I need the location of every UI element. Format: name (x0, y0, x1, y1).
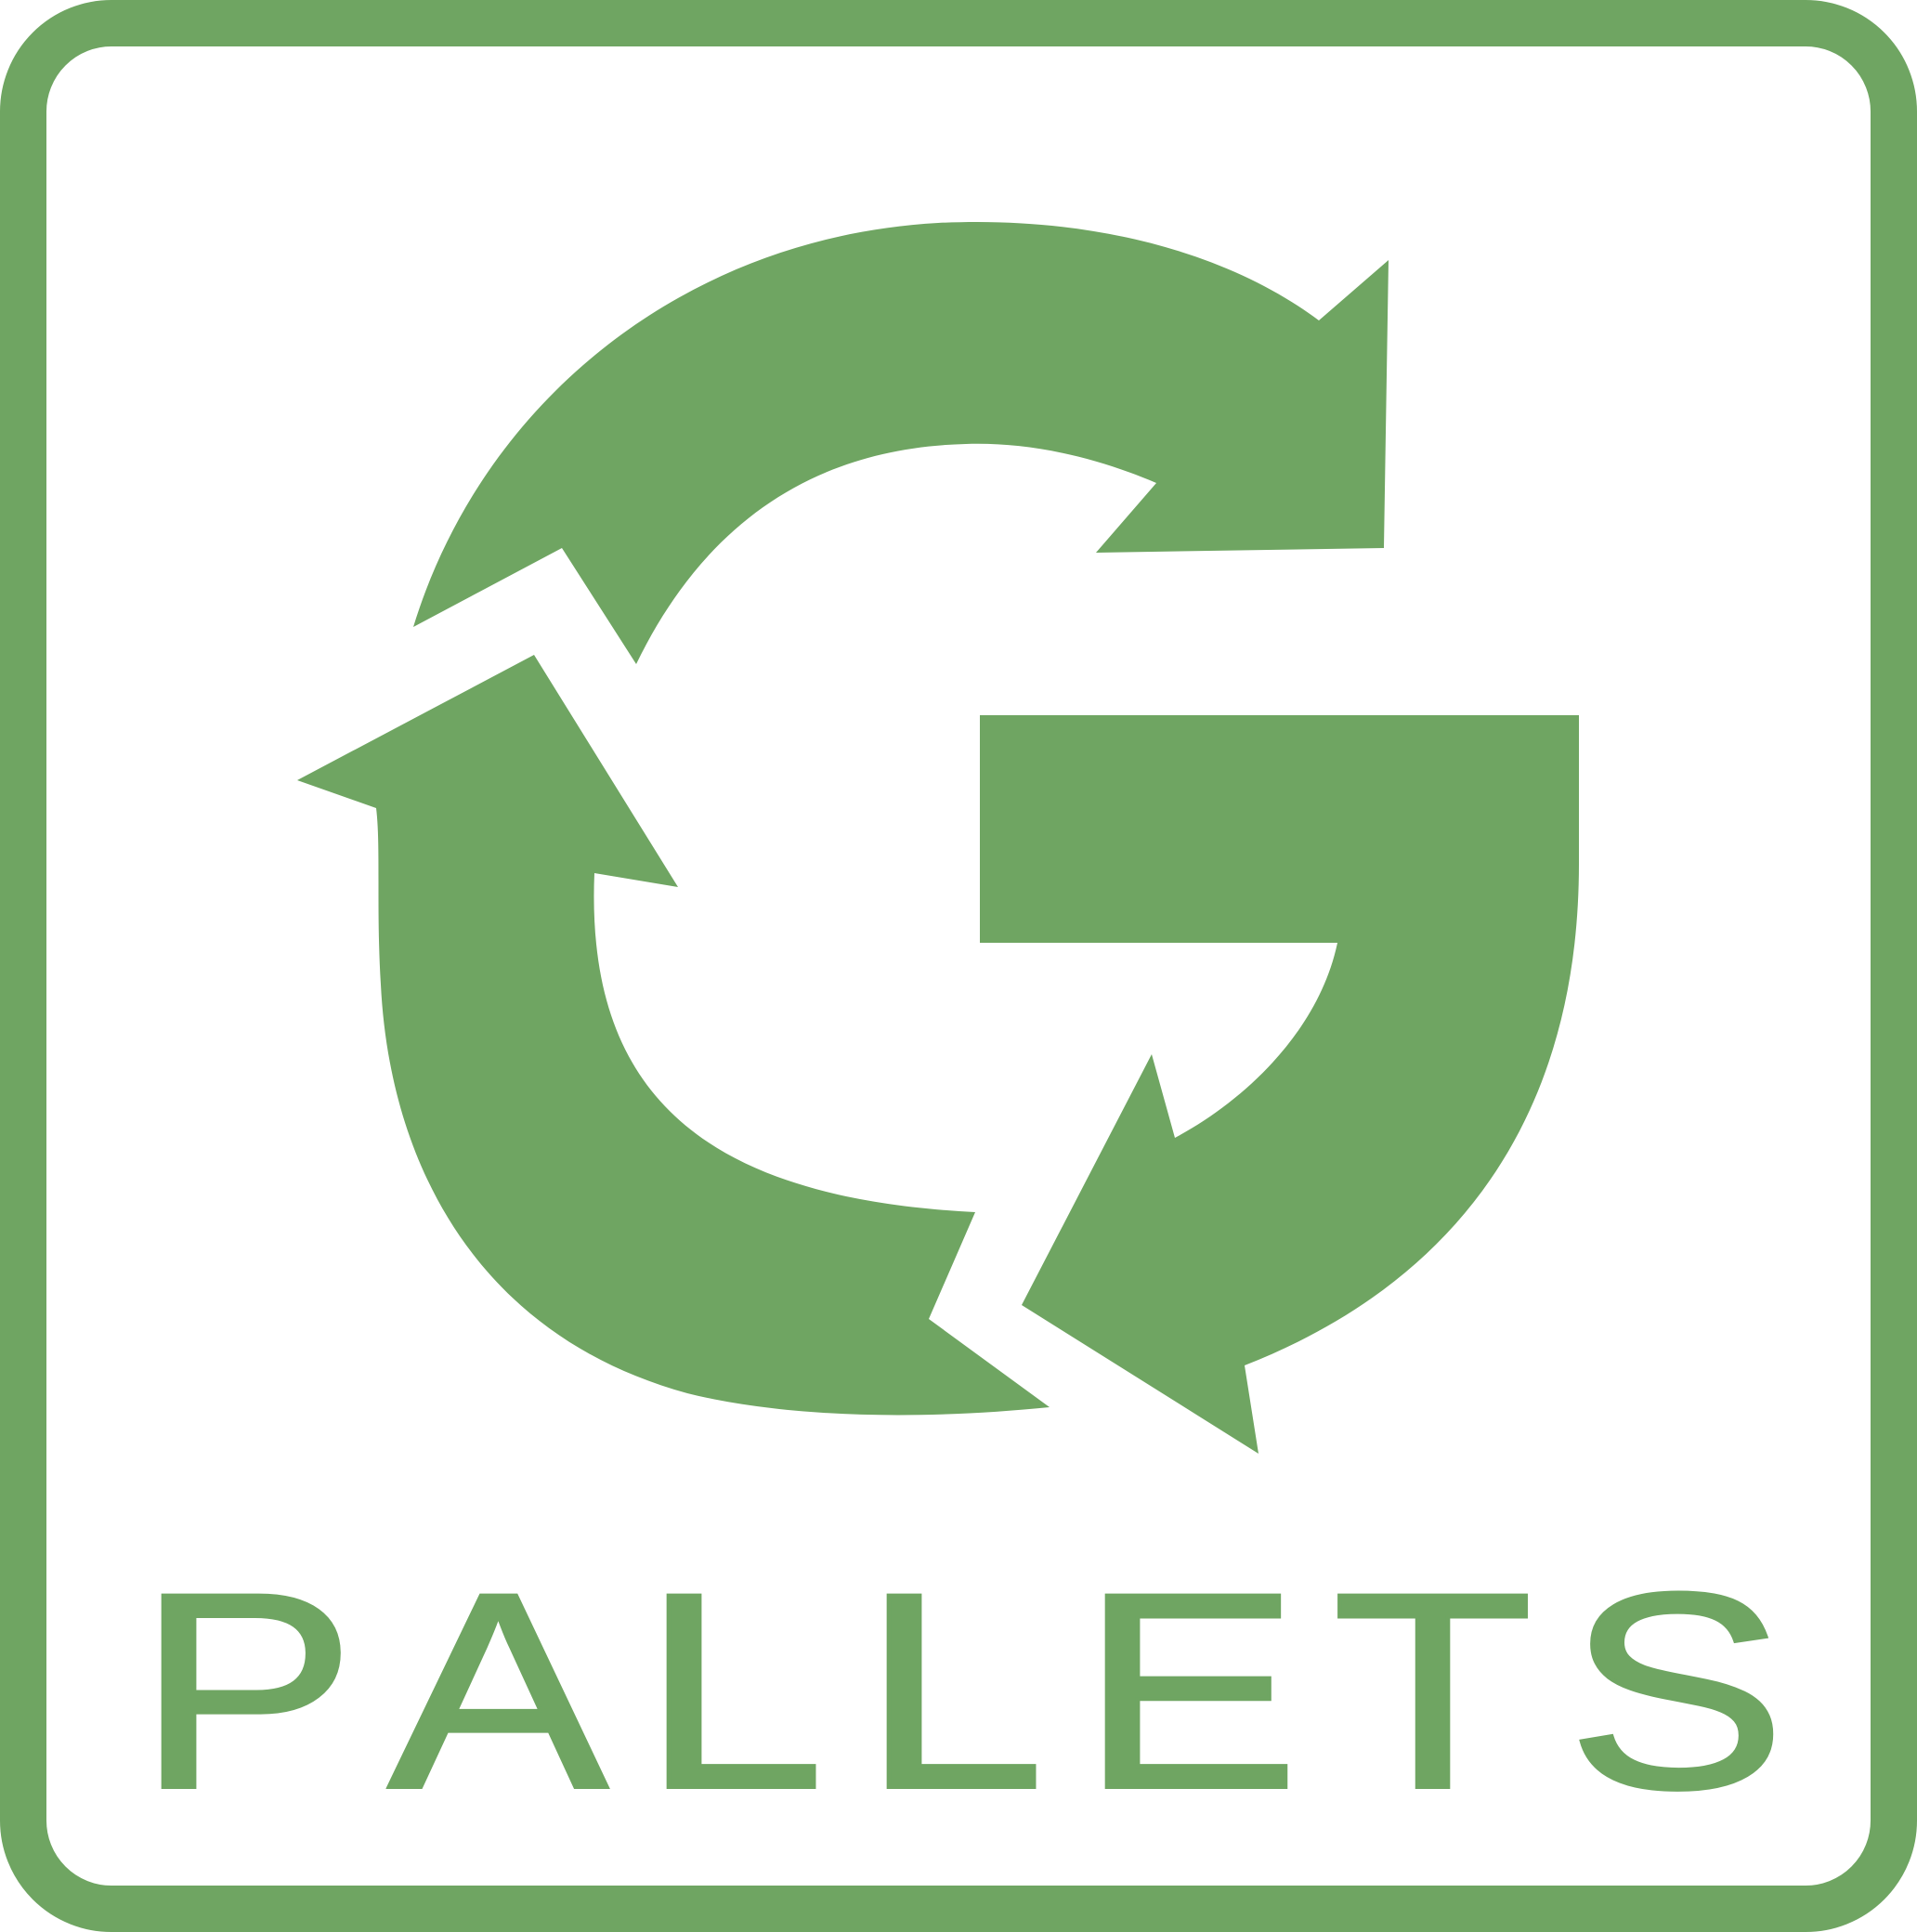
brand-wordmark: P A L L E T S (135, 1549, 1789, 1832)
wordmark-letter-l1: L (640, 1534, 828, 1847)
top-arrow-icon (413, 221, 1389, 664)
left-arrow-icon (297, 655, 1050, 1416)
wordmark-letter-p: P (135, 1534, 359, 1847)
wordmark-letter-t: T (1330, 1534, 1535, 1847)
right-arrow-icon (980, 715, 1579, 1454)
wordmark-letter-a: A (385, 1534, 609, 1847)
wordmark-letter-l2: L (860, 1534, 1048, 1847)
wordmark-letter-e: E (1077, 1534, 1301, 1847)
wordmark-letter-s: S (1564, 1534, 1788, 1847)
